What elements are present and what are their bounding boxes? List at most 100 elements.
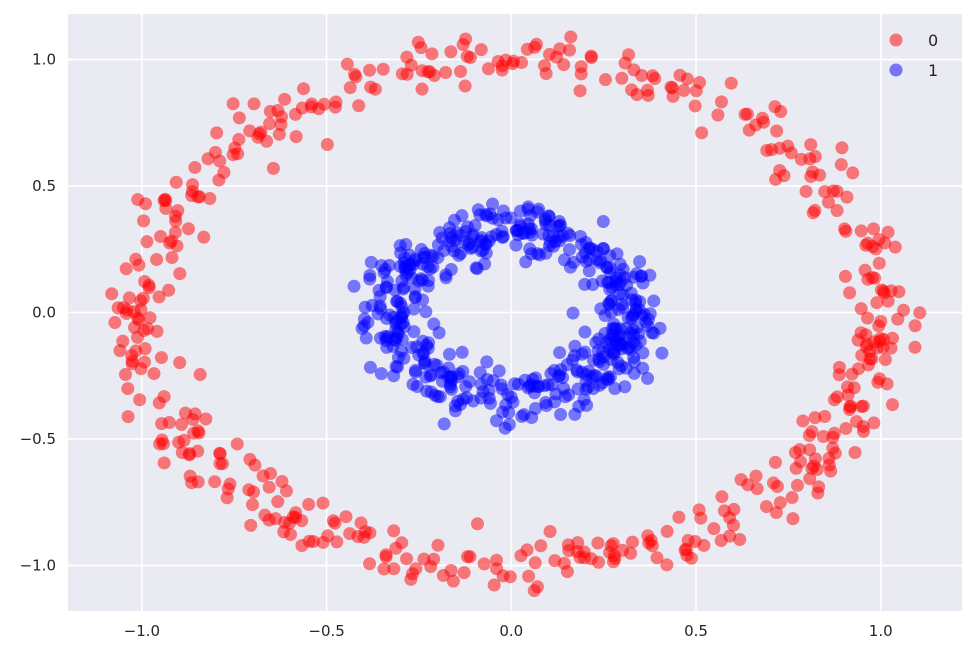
scatter-point-class-0 <box>339 510 353 524</box>
scatter-point-class-0 <box>867 222 881 236</box>
scatter-point-class-0 <box>885 398 899 412</box>
scatter-point-class-0 <box>562 43 576 57</box>
scatter-point-class-0 <box>474 43 488 57</box>
scatter-point-class-0 <box>297 82 310 96</box>
scatter-point-class-0 <box>759 500 773 514</box>
scatter-point-class-0 <box>470 517 484 531</box>
scatter-point-class-0 <box>376 62 390 76</box>
scatter-point-class-1 <box>641 319 655 333</box>
scatter-point-class-1 <box>401 266 415 280</box>
scatter-point-class-0 <box>199 412 213 426</box>
scatter-point-class-0 <box>543 525 557 539</box>
scatter-point-class-1 <box>395 307 409 321</box>
scatter-point-class-1 <box>363 268 377 282</box>
scatter-point-class-0 <box>818 409 832 423</box>
scatter-point-class-0 <box>781 139 795 153</box>
scatter-point-class-1 <box>524 378 538 392</box>
scatter-point-class-0 <box>884 341 898 355</box>
scatter-point-class-1 <box>448 399 462 413</box>
scatter-point-class-0 <box>832 360 846 374</box>
scatter-point-class-1 <box>629 296 643 310</box>
scatter-point-class-0 <box>870 341 884 355</box>
scatter-point-class-0 <box>553 42 567 56</box>
scatter-point-class-1 <box>496 204 510 218</box>
scatter-point-class-0 <box>363 63 377 77</box>
scatter-point-class-0 <box>557 58 571 72</box>
scatter-point-class-0 <box>874 283 888 297</box>
scatter-point-class-0 <box>197 230 211 244</box>
scatter-point-class-1 <box>601 370 615 384</box>
scatter-point-class-0 <box>528 556 542 570</box>
scatter-point-class-1 <box>608 381 622 395</box>
scatter-point-class-0 <box>881 225 895 239</box>
scatter-point-class-0 <box>143 311 157 325</box>
scatter-point-class-0 <box>734 473 748 487</box>
scatter-point-class-0 <box>226 148 240 162</box>
scatter-point-class-0 <box>834 158 848 172</box>
scatter-point-class-0 <box>543 47 557 61</box>
scatter-point-class-1 <box>455 345 469 359</box>
scatter-point-class-0 <box>625 535 639 549</box>
scatter-point-class-1 <box>600 260 614 274</box>
scatter-point-class-0 <box>644 533 658 547</box>
scatter-point-class-0 <box>156 437 170 451</box>
scatter-point-class-0 <box>320 138 334 151</box>
scatter-point-class-0 <box>769 505 783 519</box>
scatter-point-class-1 <box>553 368 567 382</box>
scatter-point-class-0 <box>625 83 639 97</box>
scatter-point-class-0 <box>821 195 835 209</box>
scatter-point-class-0 <box>867 416 881 430</box>
scatter-point-class-0 <box>908 319 922 333</box>
y-tick-label: 0.5 <box>32 177 56 195</box>
scatter-point-class-1 <box>634 269 648 283</box>
scatter-point-class-0 <box>564 30 578 44</box>
scatter-point-class-0 <box>263 117 277 131</box>
data-points <box>105 30 927 598</box>
scatter-point-class-0 <box>816 430 830 444</box>
scatter-point-class-0 <box>377 562 391 576</box>
scatter-point-class-1 <box>486 374 500 388</box>
scatter-point-class-0 <box>193 368 207 382</box>
scatter-point-class-0 <box>870 296 884 310</box>
scatter-point-class-0 <box>348 67 362 81</box>
scatter-point-class-0 <box>715 490 729 504</box>
scatter-point-class-0 <box>672 510 686 524</box>
scatter-point-class-0 <box>203 192 217 206</box>
scatter-point-class-1 <box>579 382 593 396</box>
scatter-point-class-0 <box>838 269 852 283</box>
scatter-point-class-0 <box>246 498 259 512</box>
y-axis-ticks: −1.0 −0.5 0.0 0.5 1.0 <box>20 51 56 575</box>
scatter-point-class-0 <box>141 322 155 336</box>
scatter-point-class-1 <box>643 307 657 321</box>
scatter-point-class-0 <box>495 63 509 77</box>
scatter-point-class-0 <box>108 315 122 329</box>
scatter-point-class-0 <box>808 203 822 217</box>
scatter-point-class-1 <box>443 380 457 394</box>
scatter-point-class-1 <box>647 294 661 308</box>
scatter-point-class-1 <box>563 228 577 242</box>
scatter-point-class-0 <box>803 443 817 457</box>
scatter-point-class-1 <box>374 367 388 381</box>
scatter-point-class-1 <box>432 326 446 340</box>
legend: 01 <box>889 31 938 80</box>
scatter-point-class-1 <box>538 214 552 228</box>
scatter-point-class-0 <box>843 286 857 300</box>
scatter-point-class-0 <box>598 73 612 87</box>
scatter-point-class-0 <box>193 190 207 204</box>
scatter-point-class-0 <box>417 552 431 566</box>
scatter-point-class-0 <box>866 240 880 254</box>
scatter-point-class-1 <box>613 322 627 336</box>
scatter-point-class-0 <box>215 457 229 471</box>
scatter-point-class-0 <box>155 417 169 431</box>
scatter-point-class-0 <box>264 466 278 480</box>
scatter-point-class-0 <box>839 421 853 435</box>
scatter-point-class-0 <box>749 469 763 483</box>
legend-label: 0 <box>928 31 938 50</box>
scatter-point-class-0 <box>121 410 135 424</box>
scatter-point-class-0 <box>768 455 782 469</box>
scatter-point-class-1 <box>641 371 655 385</box>
scatter-point-class-0 <box>251 130 265 144</box>
scatter-point-class-0 <box>827 393 841 407</box>
scatter-point-class-0 <box>785 491 799 505</box>
scatter-point-class-0 <box>733 532 747 546</box>
